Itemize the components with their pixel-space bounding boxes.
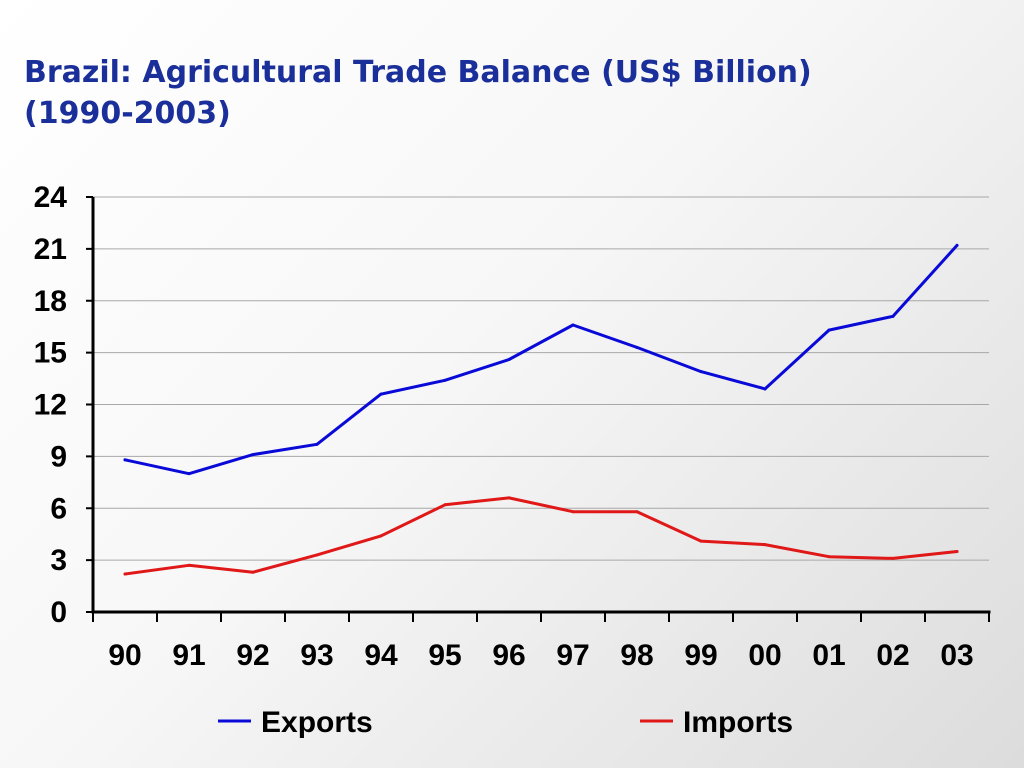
data-point-exports [187, 472, 191, 476]
data-point-exports [315, 442, 319, 446]
y-tick-label: 0 [50, 596, 67, 629]
data-point-imports [635, 510, 639, 514]
data-point-exports [635, 345, 639, 349]
y-tick-label: 12 [34, 389, 67, 422]
data-point-imports [379, 534, 383, 538]
y-tick-label: 18 [34, 285, 67, 318]
y-tick-label: 9 [50, 440, 67, 473]
data-point-imports [251, 570, 255, 574]
x-tick-label: 95 [428, 639, 461, 672]
gridlines [93, 196, 989, 561]
series-line-imports [123, 496, 959, 576]
x-tick-label: 01 [812, 639, 845, 672]
data-point-imports [315, 553, 319, 557]
legend: Exports Imports [218, 706, 793, 739]
x-tick-label: 90 [108, 639, 141, 672]
x-tick-label: 94 [364, 639, 398, 672]
data-point-imports [443, 503, 447, 507]
series-line-exports [123, 243, 959, 476]
data-point-exports [251, 453, 255, 457]
y-tick-label: 15 [34, 337, 67, 370]
legend-label-exports: Exports [261, 706, 373, 739]
data-point-exports [123, 458, 127, 462]
data-point-exports [571, 323, 575, 327]
data-point-imports [763, 543, 767, 547]
x-tick-label: 02 [876, 639, 909, 672]
data-point-exports [891, 314, 895, 318]
slide-title: Brazil: Agricultural Trade Balance (US$ … [24, 52, 984, 134]
x-tick-label: 98 [620, 639, 653, 672]
x-tick-label: 91 [172, 639, 205, 672]
y-tick-label: 24 [34, 181, 68, 214]
axes [86, 196, 991, 622]
legend-label-imports: Imports [683, 706, 793, 739]
x-tick-label: 92 [236, 639, 269, 672]
data-point-exports [763, 387, 767, 391]
data-point-imports [507, 496, 511, 500]
data-point-imports [123, 572, 127, 576]
x-tick-label: 00 [748, 639, 781, 672]
x-tick-label: 03 [940, 639, 973, 672]
data-point-exports [379, 392, 383, 396]
data-point-imports [187, 563, 191, 567]
data-point-exports [699, 370, 703, 374]
series-lines [123, 243, 959, 576]
x-tick-label: 96 [492, 639, 525, 672]
y-tick-label: 6 [50, 492, 67, 525]
data-point-imports [571, 510, 575, 514]
y-tick-label: 21 [34, 233, 67, 266]
data-point-exports [827, 328, 831, 332]
data-point-exports [443, 378, 447, 382]
title-line-2: (1990-2003) [24, 96, 231, 131]
x-tick-label: 99 [684, 639, 717, 672]
x-tick-label: 97 [556, 639, 589, 672]
data-point-imports [827, 555, 831, 559]
data-point-imports [699, 539, 703, 543]
x-tick-label: 93 [300, 639, 333, 672]
data-point-exports [955, 243, 959, 247]
title-line-1: Brazil: Agricultural Trade Balance (US$ … [24, 55, 812, 90]
data-point-imports [891, 556, 895, 560]
data-point-exports [507, 358, 511, 362]
data-point-imports [955, 549, 959, 553]
y-tick-label: 3 [50, 544, 67, 577]
